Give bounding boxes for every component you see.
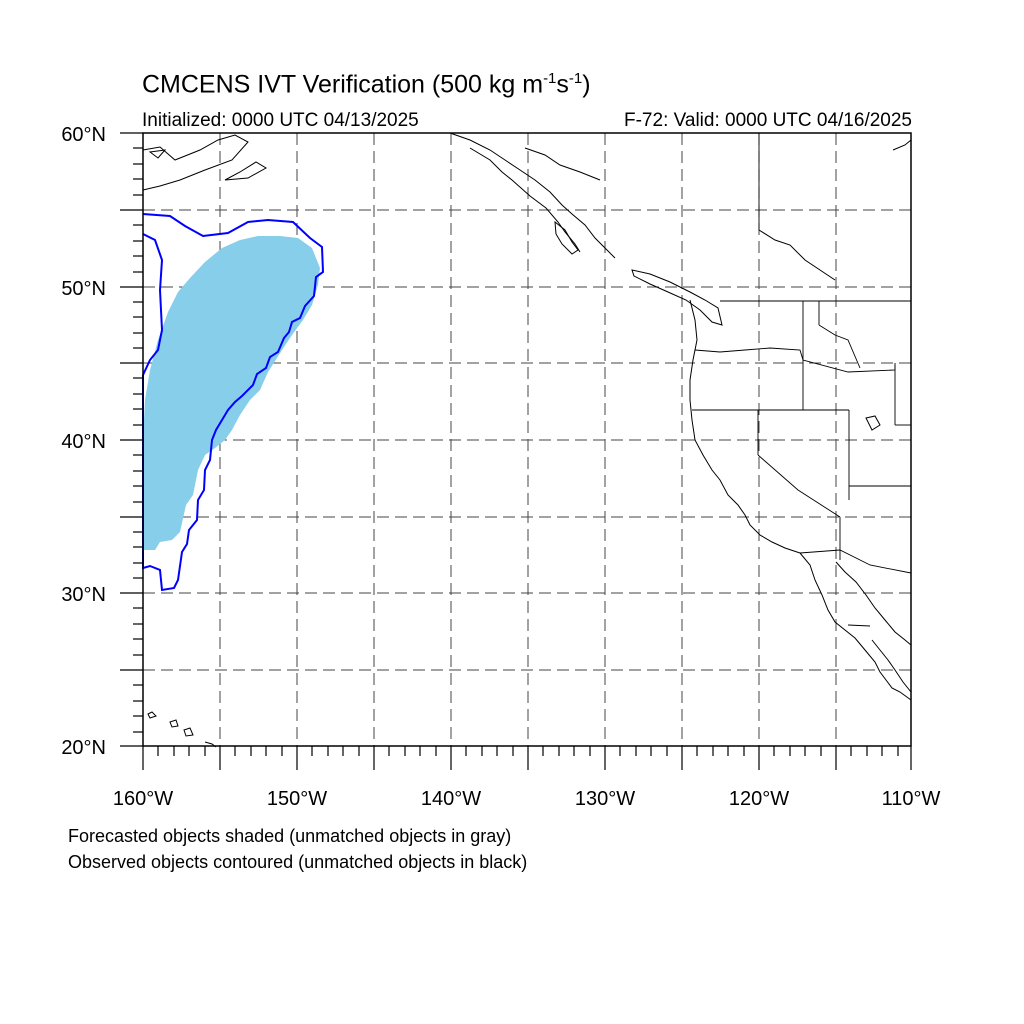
lon-label-140w: 140°W [421, 788, 481, 810]
lon-label-160w: 160°W [113, 788, 173, 810]
lon-label-110w: 110°W [882, 788, 941, 810]
observed-ivt-contour [142, 213, 325, 592]
lat-label-20n: 20°N [61, 737, 106, 759]
title-exponent-2: -1 [568, 70, 583, 87]
initialized-label: Initialized: 0000 UTC 04/13/2025 [142, 110, 419, 131]
valid-time-label: F-72: Valid: 0000 UTC 04/16/2025 [624, 110, 912, 131]
political-boundaries [692, 133, 912, 627]
forecast-ivt-object [143, 236, 320, 550]
title-mid: s [556, 70, 569, 99]
grid-lines [143, 133, 911, 746]
lat-label-60n: 60°N [61, 124, 106, 146]
forecast-caption: Forecasted objects shaded (unmatched obj… [68, 826, 512, 846]
lon-label-130w: 130°W [575, 788, 635, 810]
title-end: ) [582, 70, 591, 99]
observed-caption: Observed objects contoured (unmatched ob… [68, 852, 528, 872]
longitude-labels: 160°W 150°W 140°W 130°W 120°W 110°W [113, 788, 941, 810]
title-main: CMCENS IVT Verification (500 kg m [142, 70, 544, 99]
lat-label-40n: 40°N [61, 431, 106, 453]
title-exponent-1: -1 [543, 70, 557, 87]
chart-title: CMCENS IVT Verification (500 kg m-1s-1) [142, 70, 591, 99]
latitude-labels: 20°N 30°N 40°N 50°N 60°N [61, 124, 106, 759]
axis-ticks [120, 132, 912, 770]
lon-label-150w: 150°W [267, 788, 327, 810]
lat-label-30n: 30°N [61, 584, 106, 606]
lat-label-50n: 50°N [61, 278, 106, 300]
lon-label-120w: 120°W [729, 788, 789, 810]
coastlines [142, 132, 912, 748]
